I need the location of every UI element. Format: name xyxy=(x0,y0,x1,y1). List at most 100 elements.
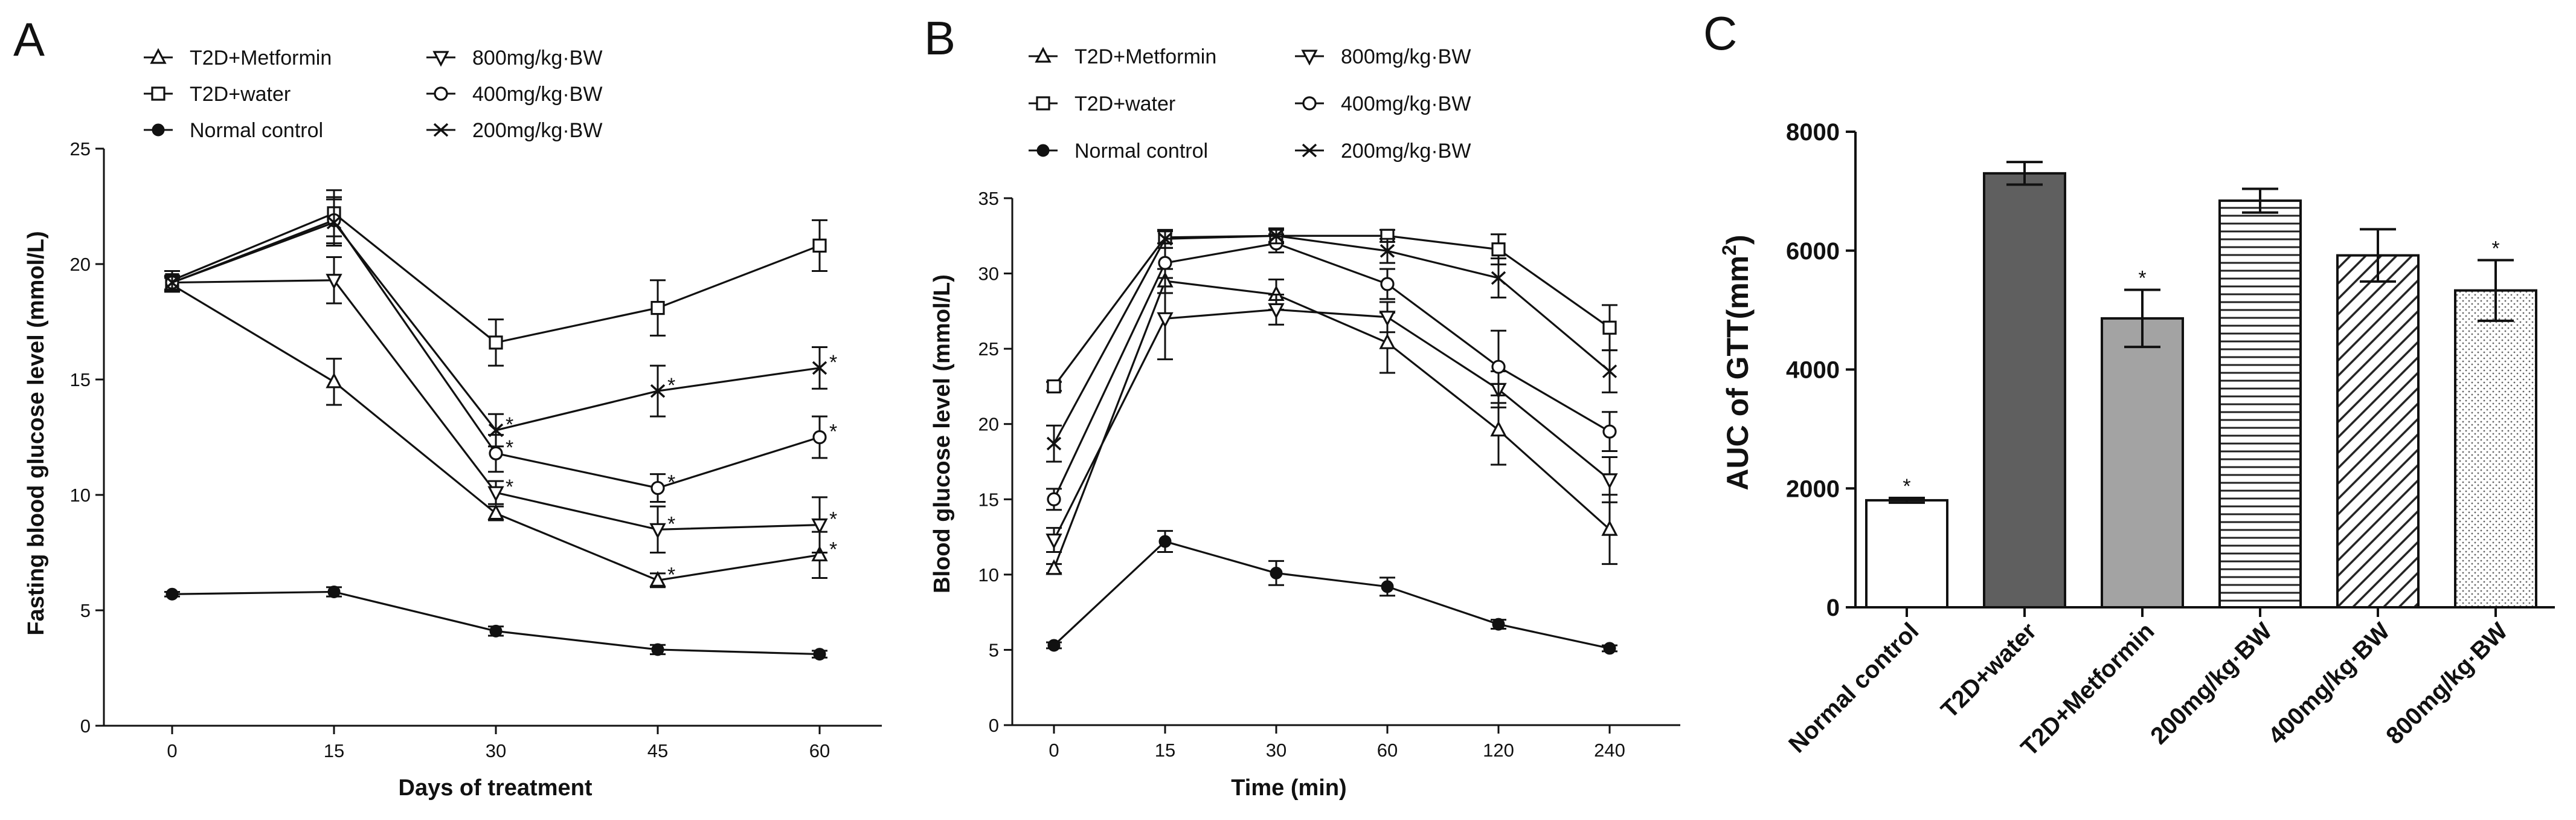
panel-a-legend-200mg-kg-bw-label: 200mg/kg·BW xyxy=(472,119,602,142)
panel-c-bar-800mg-kg-bw-significance-star: * xyxy=(2491,237,2499,260)
panel-b-series-t2d-metformin-point xyxy=(1045,559,1062,575)
panel-b-legend-normal-control-label: Normal control xyxy=(1074,140,1208,163)
panel-b-legend-normal-control-marker xyxy=(1036,144,1050,157)
panel-c-ylabel-sup: 2 xyxy=(1718,245,1740,256)
panel-a-legend-t2d-metformin-label: T2D+Metformin xyxy=(190,47,332,69)
panel-a-series-t2d-water-point xyxy=(812,238,827,253)
panel-a-legend-normal-control-marker xyxy=(152,123,165,137)
panel-a-series-normal-control-point xyxy=(489,624,503,638)
panel-c-x-tick-label: 800mg/kg·BW xyxy=(2381,618,2513,749)
panel-c-bar-normal-control-significance-star: * xyxy=(1903,475,1910,498)
panel-c-bar-t2d-metformin xyxy=(2101,317,2184,609)
panel-a-series-normal-control-line xyxy=(172,590,820,656)
panel-b-y-tick-label: 25 xyxy=(978,338,999,360)
panel-a-series-t2d-metformin-point xyxy=(811,545,828,561)
panel-c-y-tick-label: 8000 xyxy=(1786,119,1840,146)
panel-b-series-t2d-water-line xyxy=(1053,234,1610,387)
panel-a-series-t2d-metformin-significance-star: * xyxy=(829,538,837,561)
panel-a-series-200mg-kg-bw-point xyxy=(650,384,666,398)
panel-a-series-200mg-kg-bw-point xyxy=(812,361,827,375)
panel-a-series-t2d-metformin-point xyxy=(487,504,504,520)
panel-c-x-tick-label: T2D+water xyxy=(1936,618,2041,723)
panel-a-series-800mg-kg-bw-significance-star: * xyxy=(506,476,513,499)
panel-b-series-800mg-kg-bw-point xyxy=(1157,312,1174,328)
panel-b-legend-800mg-kg-bw-marker xyxy=(1301,50,1318,66)
panel-b-x-tick-label: 240 xyxy=(1594,740,1625,761)
panel-a-x-tick-label: 60 xyxy=(809,740,830,761)
panel-b-series-normal-control-point xyxy=(1603,642,1616,655)
panel-b-series-800mg-kg-bw-point xyxy=(1045,533,1062,550)
panel-a-letter: A xyxy=(13,13,45,66)
panel-b-series-800mg-kg-bw-point xyxy=(1601,473,1618,489)
panel-c-bar-800mg-kg-bw xyxy=(2454,289,2537,609)
panel-a-series-400mg-kg-bw-point xyxy=(489,446,503,460)
panel-b-series-normal-control-point xyxy=(1158,535,1172,548)
panel-a-series-normal-control-point xyxy=(327,585,341,598)
panel-a-legend-200mg-kg-bw-marker xyxy=(433,123,449,137)
panel-a-y-tick-label: 0 xyxy=(80,715,91,737)
panel-c-ylabel: AUC of GTT(mm2) xyxy=(1718,234,1755,490)
panel-c-x-tick-label: 200mg/kg·BW xyxy=(2145,618,2277,749)
panel-a-legend-t2d-metformin-marker xyxy=(150,48,167,64)
panel-b-legend-400mg-kg-bw-marker xyxy=(1302,96,1317,111)
panel-c-bar-chart: 0 2000 4000 6000 8000 * Normal control T2D+wate… xyxy=(1784,119,2555,761)
panel-a-series-normal-control-point xyxy=(165,587,179,601)
panel-c-y-tick-label: 6000 xyxy=(1786,238,1840,265)
panel-a-xlabel: Days of treatment xyxy=(399,775,593,801)
panel-b-series-t2d-water-point xyxy=(1491,242,1506,257)
panel-b-series-400mg-kg-bw-point xyxy=(1491,360,1506,374)
panel-a-legend-800mg-kg-bw-label: 800mg/kg·BW xyxy=(472,47,602,69)
panel-c-ylabel-close: ) xyxy=(1721,234,1755,245)
panel-b-line-chart: 0 5 10 15 20 25 30 35 0 15 30 60 120 240 T2D+Metformin… xyxy=(978,45,1680,761)
panel-b-legend-200mg-kg-bw-marker xyxy=(1302,143,1317,158)
panel-c-y-tick-label: 2000 xyxy=(1786,476,1840,502)
panel-c-x-tick-label: 400mg/kg·BW xyxy=(2263,618,2395,749)
panel-b-series-200mg-kg-bw-line xyxy=(1053,234,1611,444)
panel-c-bar-t2d-water xyxy=(1983,172,2066,609)
panel-a-series-200mg-kg-bw-point xyxy=(326,215,342,230)
panel-b-legend-t2d-metformin-marker xyxy=(1035,47,1052,63)
panel-b-series-200mg-kg-bw-point xyxy=(1268,228,1284,243)
panel-b-x-tick-label: 60 xyxy=(1377,740,1398,761)
panel-b-letter: B xyxy=(924,11,956,65)
panel-c-bar-400mg-kg-bw-error-bar xyxy=(2360,228,2396,283)
panel-a-series-200mg-kg-bw-significance-star: * xyxy=(506,413,513,436)
panel-b-y-tick-label: 35 xyxy=(978,188,999,209)
panel-b-x-tick-label: 0 xyxy=(1049,740,1059,761)
panel-a-series-200mg-kg-bw-point xyxy=(488,423,504,437)
panel-b-series-normal-control-line xyxy=(1053,540,1610,650)
panel-b-series-normal-control-point xyxy=(1492,618,1505,631)
panel-b-y-tick-label: 5 xyxy=(989,639,999,660)
panel-c-y-tick-label: 4000 xyxy=(1786,357,1840,384)
panel-a-series-t2d-metformin-significance-star: * xyxy=(667,563,675,586)
panel-b-series-normal-control-point xyxy=(1381,580,1394,593)
panel-a-y-tick-label: 15 xyxy=(70,369,91,390)
panel-b-series-t2d-water-point xyxy=(1602,320,1617,335)
panel-a-y-tick-label: 10 xyxy=(70,485,91,506)
panel-a-x-tick-label: 15 xyxy=(324,740,344,761)
panel-c-bar-t2d-metformin-error-bar xyxy=(2124,288,2160,349)
panel-a-y-tick-label: 25 xyxy=(70,138,91,160)
panel-b-y-tick-label: 30 xyxy=(978,263,999,285)
panel-a-series-400mg-kg-bw-significance-star: * xyxy=(829,421,837,444)
panel-a-series-200mg-kg-bw-significance-star: * xyxy=(829,351,837,374)
panel-a-series-400mg-kg-bw-significance-star: * xyxy=(667,471,675,494)
panel-b-series-200mg-kg-bw-point xyxy=(1602,364,1617,378)
panel-b-series-400mg-kg-bw-point xyxy=(1158,256,1172,270)
panel-b-x-tick-label: 30 xyxy=(1266,740,1286,761)
panel-b-series-200mg-kg-bw-point xyxy=(1157,231,1173,246)
panel-b-legend-800mg-kg-bw-label: 800mg/kg·BW xyxy=(1341,45,1471,68)
panel-b-legend-t2d-metformin-label: T2D+Metformin xyxy=(1074,45,1216,68)
panel-c-bar-800mg-kg-bw-error-bar xyxy=(2478,259,2514,322)
panel-a-x-tick-label: 30 xyxy=(486,740,506,761)
panel-b-series-t2d-water-point xyxy=(1047,379,1061,394)
panel-b-x-tick-label: 15 xyxy=(1155,740,1175,761)
panel-b-series-t2d-metformin-line xyxy=(1053,280,1611,569)
panel-b-series-normal-control-point xyxy=(1270,566,1283,579)
panel-b-series-400mg-kg-bw-point xyxy=(1380,277,1395,291)
panel-b-series-800mg-kg-bw-point xyxy=(1268,303,1285,319)
panel-a-series-t2d-metformin-point xyxy=(649,570,666,587)
panel-b-series-200mg-kg-bw-point xyxy=(1380,244,1395,258)
